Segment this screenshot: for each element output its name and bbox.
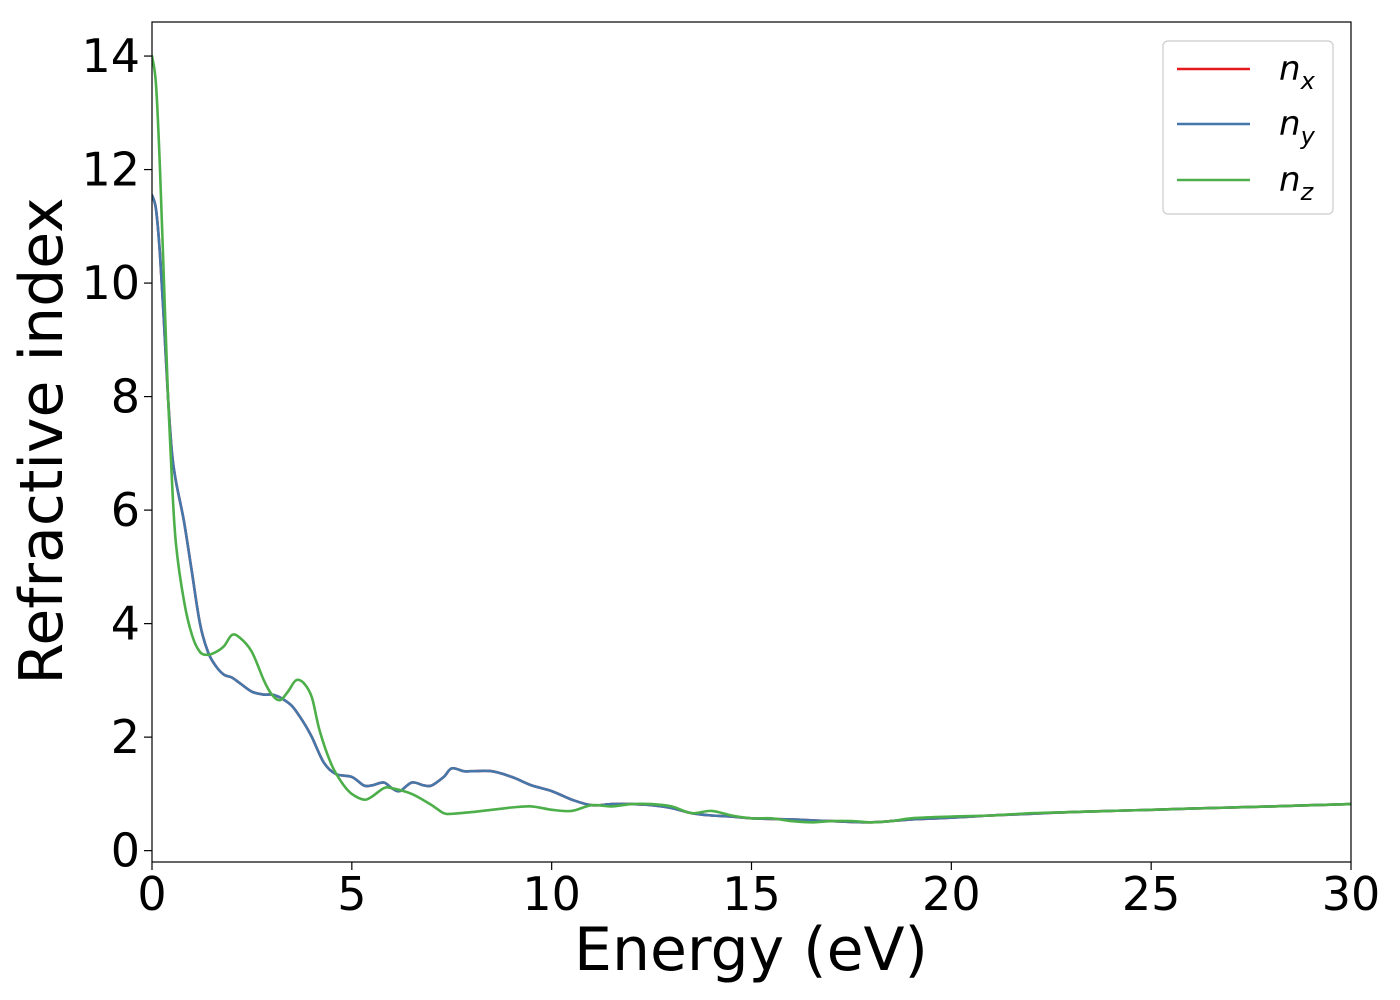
y-tick-label: 10 bbox=[81, 256, 140, 310]
x-tick-label: 0 bbox=[137, 867, 166, 921]
x-tick-label: 10 bbox=[522, 867, 581, 921]
x-tick-label: 15 bbox=[722, 867, 781, 921]
y-tick-label: 6 bbox=[111, 483, 140, 537]
y-axis-ticks: 0 2 4 6 8 10 12 14 bbox=[81, 29, 152, 878]
y-tick-label: 0 bbox=[111, 824, 140, 878]
legend-box bbox=[1162, 40, 1334, 215]
series-layer bbox=[152, 54, 1351, 824]
x-axis-ticks: 0 5 10 15 20 25 30 bbox=[137, 862, 1380, 921]
x-tick-label: 5 bbox=[337, 867, 366, 921]
y-tick-label: 8 bbox=[111, 370, 140, 424]
x-tick-label: 25 bbox=[1122, 867, 1181, 921]
x-tick-label: 20 bbox=[922, 867, 981, 921]
x-tick-label: 30 bbox=[1322, 867, 1381, 921]
y-tick-label: 4 bbox=[111, 597, 140, 651]
y-tick-label: 14 bbox=[81, 29, 140, 83]
y-tick-label: 12 bbox=[81, 143, 140, 197]
series-line-ny bbox=[152, 193, 1351, 824]
y-axis-title: Refractive index bbox=[7, 197, 77, 684]
series-line-nz bbox=[152, 54, 1351, 824]
series-line-nx bbox=[152, 193, 1351, 824]
y-tick-label: 2 bbox=[111, 710, 140, 764]
x-axis-title: Energy (eV) bbox=[574, 915, 928, 985]
